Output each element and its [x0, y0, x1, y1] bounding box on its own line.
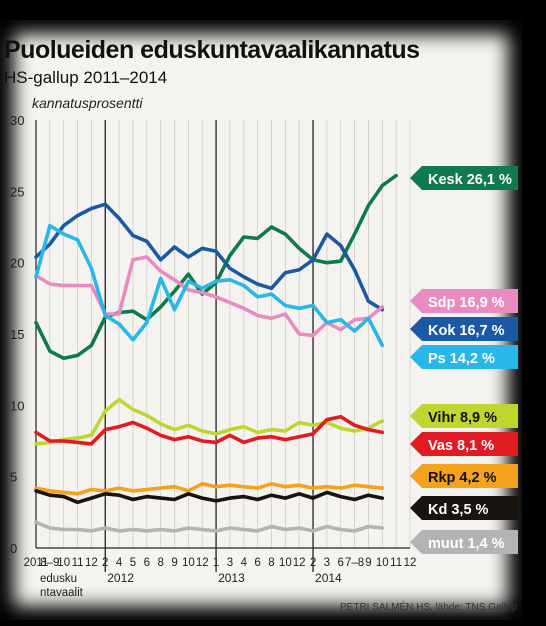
- x-tick-label: 4: [116, 557, 123, 569]
- x-tick-label: 8–9: [40, 557, 59, 569]
- series-label-rkp: Rkp 4,2 %: [428, 470, 497, 486]
- x-tick-label: 2: [102, 557, 108, 569]
- chart-card: Puolueiden eduskuntavaalikannatus HS-gal…: [0, 20, 522, 620]
- x-tick-label: 1: [213, 557, 219, 569]
- x-tick-label: 12: [85, 557, 98, 569]
- x-tick-label: 12: [196, 557, 209, 569]
- x-tick-label: 6: [254, 557, 260, 569]
- series-label-box-kok: [410, 317, 518, 341]
- year-label: 2012: [107, 571, 134, 585]
- y-axis-label: kannatusprosentti: [32, 95, 143, 111]
- series-line-rkp: [34, 481, 385, 496]
- x-tick-label: 7–8: [345, 557, 364, 569]
- x-tick-label: 8: [268, 557, 274, 569]
- x-tick-label: 10: [376, 557, 389, 569]
- series-label-sdp: Sdp 16,9 %: [428, 295, 505, 311]
- x-tick-label: 5: [130, 557, 136, 569]
- series-line-sdp: [34, 255, 385, 338]
- x-note-label: edusku: [40, 573, 77, 585]
- x-note-label: ntavaalit: [40, 587, 84, 599]
- series-label-vas: Vas 8,1 %: [428, 438, 494, 454]
- x-tick-label: 11: [72, 557, 84, 569]
- x-tick-label: 11: [390, 557, 402, 569]
- series-label-box-rkp: [410, 464, 518, 488]
- x-tick-label: 3: [227, 557, 233, 569]
- x-tick-label: 4: [241, 557, 248, 569]
- series-label-box-muut: [410, 530, 518, 554]
- series-label-box-sdp: [410, 289, 518, 313]
- series-line-kd: [34, 489, 385, 505]
- series-line-vas: [34, 414, 385, 446]
- series-label-ps: Ps 14,2 %: [428, 351, 495, 367]
- x-tick-label: 2: [310, 557, 316, 569]
- x-tick-label: 10: [57, 557, 70, 569]
- series-label-kesk: Kesk 26,1 %: [428, 172, 512, 188]
- source-credit: PETRI SALMÉN HS, lähde: TNS Gallup: [340, 602, 518, 613]
- series-line-muut: [34, 520, 385, 533]
- x-tick-label: 2011: [24, 557, 49, 569]
- series-label-box-kd: [410, 496, 518, 520]
- chart-subtitle: HS-gallup 2011–2014: [4, 68, 168, 87]
- x-tick-label: 8: [157, 557, 163, 569]
- x-tick-label: 9: [171, 557, 177, 569]
- x-tick-label: 6: [338, 557, 344, 569]
- y-tick-label: 10: [10, 398, 24, 413]
- series-label-box-ps: [410, 345, 518, 369]
- x-tick-label: 3: [324, 557, 330, 569]
- x-tick-label: 12: [293, 557, 306, 569]
- series-label-box-vihr: [410, 404, 518, 428]
- y-tick-label: 20: [10, 256, 24, 271]
- series-label-kd: Kd 3,5 %: [428, 502, 489, 518]
- series-label-box-vas: [410, 432, 518, 456]
- y-tick-label: 0: [10, 541, 17, 556]
- y-tick-label: 30: [10, 113, 24, 128]
- year-label: 2014: [315, 571, 342, 585]
- series-label-box-kesk: [410, 166, 518, 190]
- series-label-vihr: Vihr 8,9 %: [428, 410, 497, 426]
- year-label: 2013: [218, 571, 245, 585]
- x-tick-label: 10: [182, 557, 195, 569]
- y-tick-label: 25: [10, 184, 24, 199]
- series-label-muut: muut 1,4 %: [428, 536, 505, 552]
- x-tick-label: 10: [279, 557, 292, 569]
- x-tick-label: 12: [404, 557, 417, 569]
- chart-title: Puolueiden eduskuntavaalikannatus: [4, 36, 420, 64]
- series-line-ps: [34, 223, 385, 348]
- x-tick-label: 6: [144, 557, 150, 569]
- series-label-kok: Kok 16,7 %: [428, 323, 505, 339]
- series-line-vihr: [34, 397, 385, 446]
- y-tick-label: 15: [10, 327, 24, 342]
- x-tick-label: 9: [365, 557, 371, 569]
- series-line-kok: [34, 202, 385, 312]
- y-tick-label: 5: [10, 470, 17, 485]
